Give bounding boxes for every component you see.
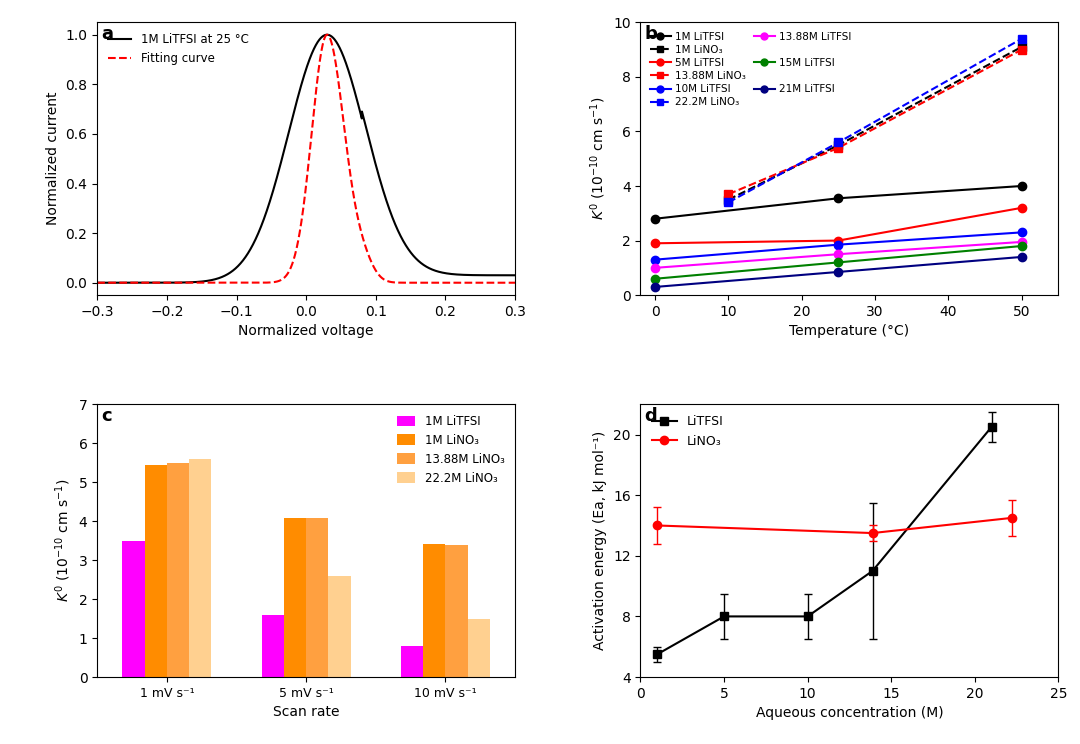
Line: 1M LiTFSI: 1M LiTFSI	[651, 182, 1026, 223]
10M LiTFSI	[649, 255, 662, 264]
21M LiTFSI	[649, 283, 662, 292]
Text: b: b	[645, 25, 658, 43]
13.88M LiTFSI	[1015, 237, 1028, 246]
Line: 15M LiTFSI: 15M LiTFSI	[651, 242, 1026, 283]
Bar	[306, 518, 328, 677]
Line: 1M LiNO₃: 1M LiNO₃	[725, 42, 1026, 204]
1M LiTFSI	[649, 214, 662, 223]
Bar	[284, 518, 306, 677]
Text: c: c	[102, 407, 112, 425]
Line: 5M LiTFSI: 5M LiTFSI	[651, 204, 1026, 248]
Line: 22.2M LiNO₃: 22.2M LiNO₃	[725, 34, 1026, 207]
22.2M LiNO₃	[723, 198, 735, 207]
Bar	[401, 646, 423, 677]
21M LiTFSI	[832, 268, 845, 277]
5M LiTFSI	[1015, 203, 1028, 212]
1M LiTFSI	[832, 194, 845, 203]
1M LiNO₃	[1015, 42, 1028, 51]
Legend: 1M LiTFSI at 25 °C, Fitting curve: 1M LiTFSI at 25 °C, Fitting curve	[103, 28, 254, 70]
Line: 13.88M LiTFSI: 13.88M LiTFSI	[651, 238, 1026, 272]
15M LiTFSI	[832, 258, 845, 267]
Legend: 1M LiTFSI, 1M LiNO₃, 13.88M LiNO₃, 22.2M LiNO₃: 1M LiTFSI, 1M LiNO₃, 13.88M LiNO₃, 22.2M…	[393, 410, 509, 490]
1M LiTFSI	[1015, 182, 1028, 190]
1M LiNO₃	[723, 195, 735, 204]
13.88M LiNO₃	[832, 144, 845, 153]
22.2M LiNO₃	[1015, 34, 1028, 43]
Bar	[261, 615, 284, 677]
Line: 10M LiTFSI: 10M LiTFSI	[651, 228, 1026, 264]
21M LiTFSI	[1015, 252, 1028, 261]
Y-axis label: Normalized current: Normalized current	[46, 92, 59, 225]
X-axis label: Temperature (°C): Temperature (°C)	[789, 324, 909, 339]
13.88M LiTFSI	[649, 263, 662, 272]
Bar	[122, 541, 145, 677]
5M LiTFSI	[832, 236, 845, 245]
1M LiNO₃	[832, 141, 845, 150]
13.88M LiTFSI	[832, 250, 845, 259]
X-axis label: Aqueous concentration (M): Aqueous concentration (M)	[756, 706, 943, 720]
Text: d: d	[645, 407, 658, 425]
Bar	[445, 545, 468, 677]
Line: 13.88M LiNO₃: 13.88M LiNO₃	[725, 45, 1026, 199]
Legend: LiTFSI, LiNO₃: LiTFSI, LiNO₃	[647, 411, 729, 453]
Y-axis label: $K^0$ (10$^{-10}$ cm s$^{-1}$): $K^0$ (10$^{-10}$ cm s$^{-1}$)	[53, 479, 73, 603]
Bar	[145, 465, 166, 677]
5M LiTFSI	[649, 239, 662, 248]
Bar	[166, 463, 189, 677]
Legend: 1M LiTFSI, 1M LiNO₃, 5M LiTFSI, 13.88M LiNO₃, 10M LiTFSI, 22.2M LiNO₃, 13.88M Li: 1M LiTFSI, 1M LiNO₃, 5M LiTFSI, 13.88M L…	[646, 28, 855, 112]
10M LiTFSI	[832, 240, 845, 249]
13.88M LiNO₃	[723, 190, 735, 199]
Bar	[423, 544, 445, 677]
15M LiTFSI	[1015, 242, 1028, 251]
13.88M LiNO₃	[1015, 45, 1028, 54]
Bar	[189, 459, 212, 677]
10M LiTFSI	[1015, 228, 1028, 237]
X-axis label: Scan rate: Scan rate	[273, 705, 339, 719]
Text: a: a	[102, 25, 113, 43]
X-axis label: Normalized voltage: Normalized voltage	[239, 324, 374, 339]
Y-axis label: Activation energy (Ea, kJ mol⁻¹): Activation energy (Ea, kJ mol⁻¹)	[593, 431, 607, 650]
22.2M LiNO₃	[832, 138, 845, 147]
15M LiTFSI	[649, 275, 662, 283]
Y-axis label: $K^0$ (10$^{-10}$ cm s$^{-1}$): $K^0$ (10$^{-10}$ cm s$^{-1}$)	[588, 97, 608, 220]
Line: 21M LiTFSI: 21M LiTFSI	[651, 253, 1026, 291]
Bar	[468, 618, 490, 677]
Bar	[328, 576, 351, 677]
